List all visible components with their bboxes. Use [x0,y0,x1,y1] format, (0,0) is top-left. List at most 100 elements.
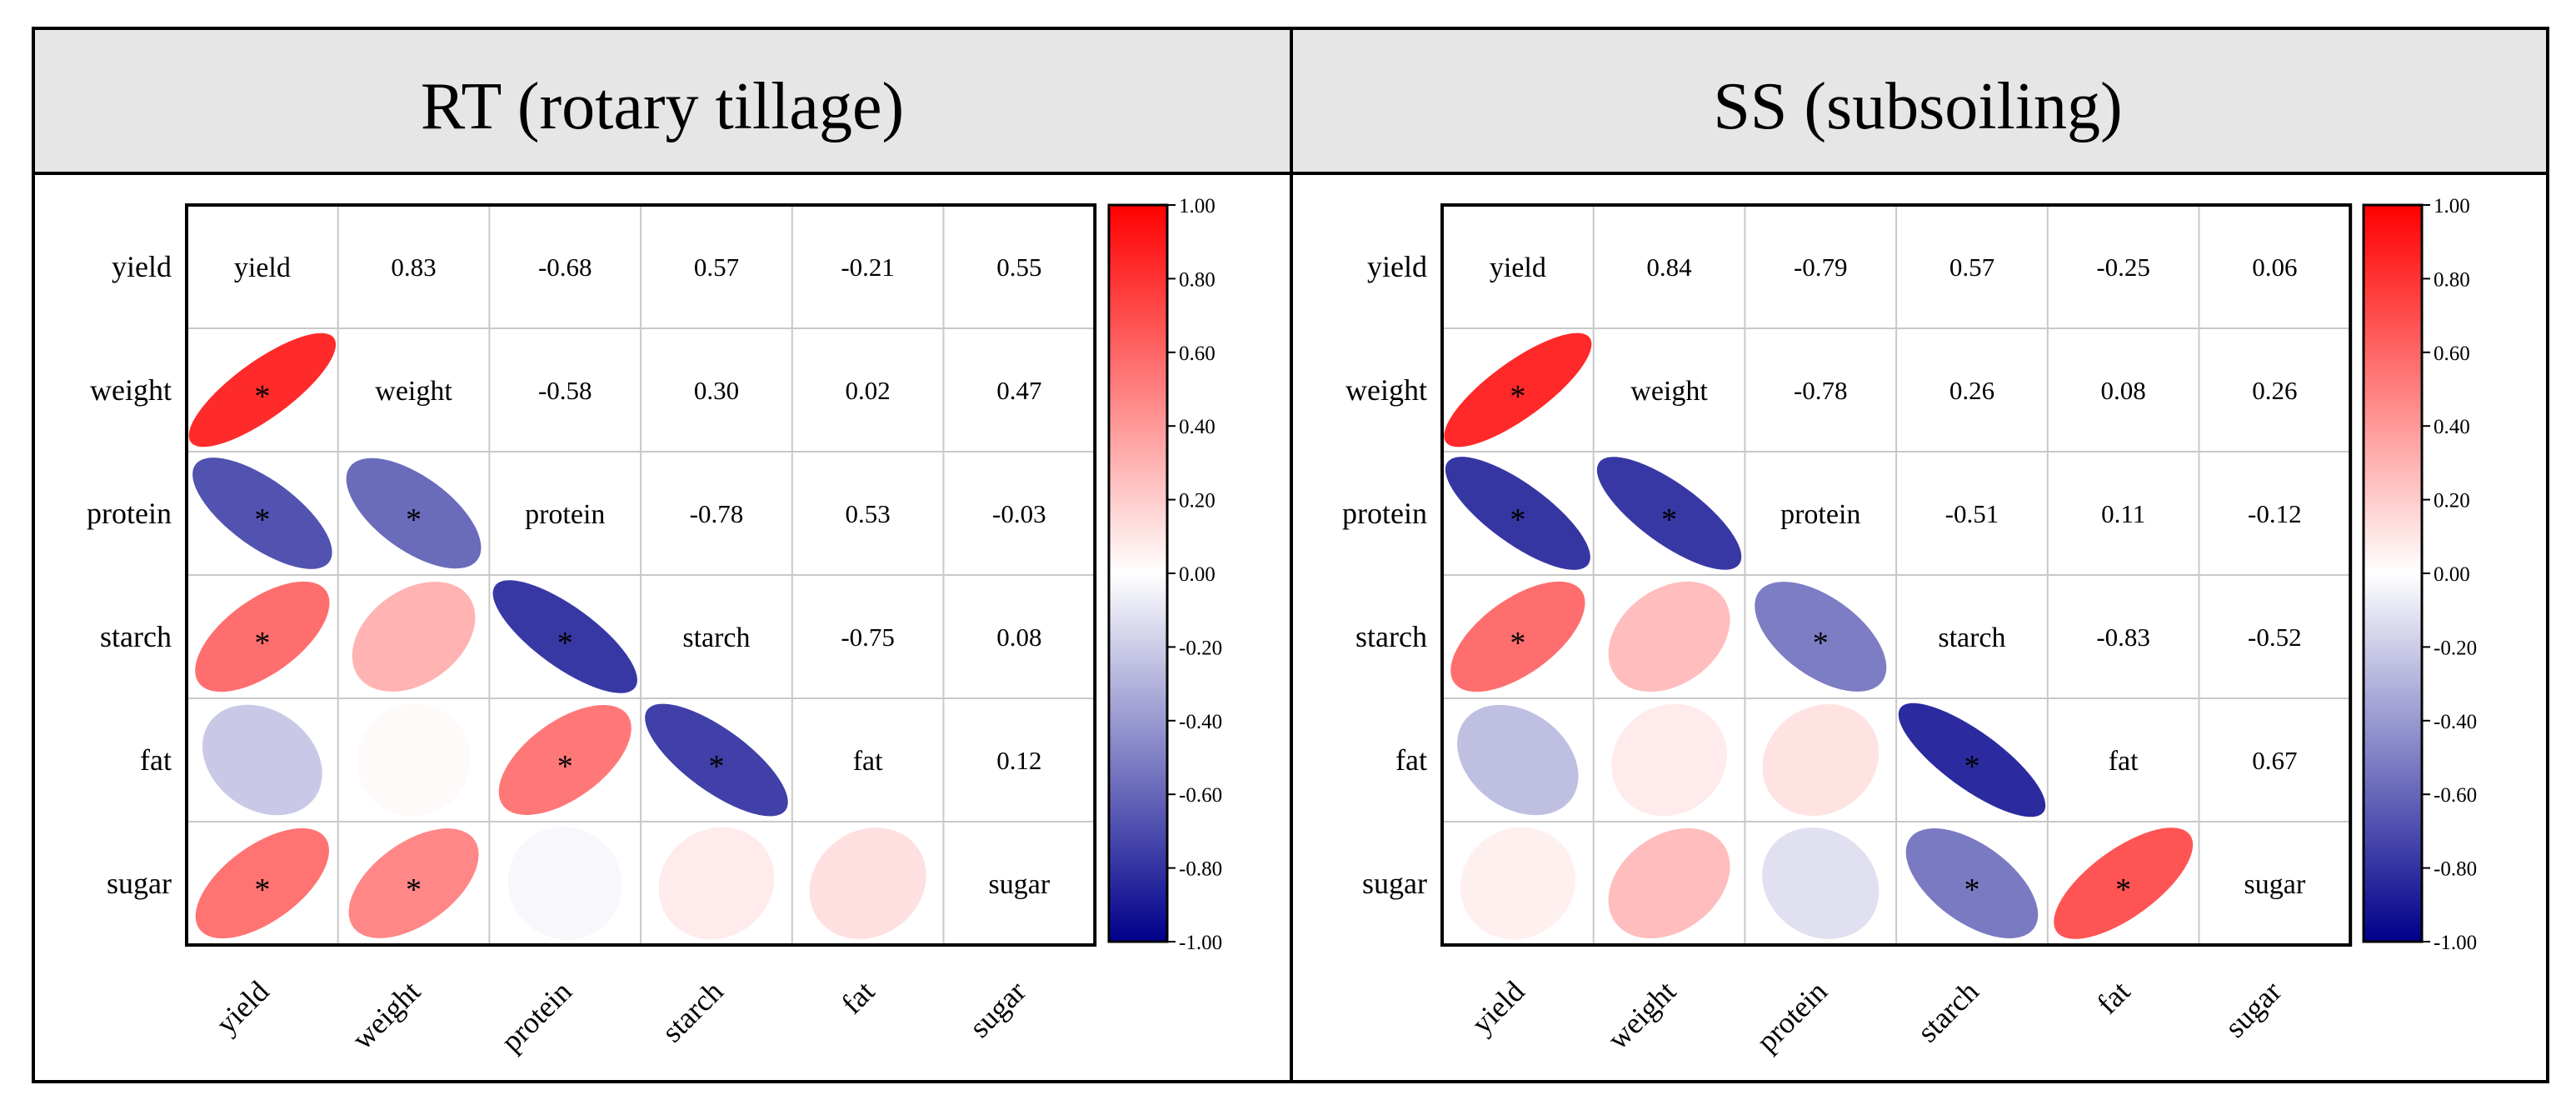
column-label-weight: weight [346,974,427,1056]
panel-rt-header [35,30,1290,173]
correlation-value-label: 0.67 [2252,746,2297,775]
correlation-ellipse [1755,582,1887,692]
correlation-ellipse [195,828,329,939]
colorbar-tick-label: 0.60 [2434,342,2470,365]
correlation-value-label: 0.57 [694,252,739,282]
correlation-ellipse [1611,703,1727,817]
colorbar-tick-label: 0.80 [1179,268,1216,291]
correlation-ellipse [1457,704,1579,816]
colorbar-tick-label: 0.80 [2434,268,2470,291]
colorbar-tick-label: -1.00 [1179,932,1222,954]
row-label-protein: protein [1342,497,1427,530]
diagonal-label-sugar: sugar [2244,869,2306,900]
significance-marker: * [254,872,270,908]
correlation-value-label: 0.02 [846,376,891,405]
correlation-value-label: 0.12 [996,746,1041,775]
colorbar-tick-label: 0.00 [1179,563,1216,586]
panel-rt-title: RT (rotary tillage) [421,70,904,143]
correlation-value-label: 0.83 [391,252,436,282]
correlation-value-label: 0.11 [2101,499,2145,528]
significance-marker: * [1661,502,1677,538]
correlation-value-label: -0.75 [841,622,895,652]
correlation-value-label: -0.21 [841,252,895,282]
colorbar-tick-label: -0.80 [2434,858,2477,881]
correlation-value-label: 0.53 [846,499,891,528]
row-label-sugar: sugar [107,867,172,900]
column-label-starch: starch [656,974,730,1048]
correlation-ellipse [498,704,632,816]
correlation-value-label: -0.51 [1945,499,1999,528]
diagonal-label-fat: fat [853,746,883,777]
correlation-value-label: -0.58 [538,376,592,405]
row-label-fat: fat [140,743,172,777]
colorbar [2362,203,2424,943]
correlation-value-label: -0.12 [2248,499,2302,528]
correlation-value-label: 0.30 [694,376,739,405]
correlation-value-label: 0.57 [1949,252,1994,282]
colorbar-tick-label: 0.00 [2434,563,2470,586]
diagonal-label-weight: weight [375,376,452,407]
significance-marker: * [254,626,270,661]
matrix-border [185,203,1097,947]
significance-marker: * [1510,626,1525,661]
colorbar-tick-label: 0.40 [2434,416,2470,438]
correlation-ellipse [357,703,471,817]
correlation-ellipse [202,704,322,816]
significance-marker: * [406,872,422,908]
correlation-ellipse [1898,702,2046,818]
correlation-value-label: 0.84 [1646,252,1692,282]
colorbar-tick-label: -0.20 [1179,637,1222,659]
colorbar-tick-label: -1.00 [2434,932,2477,954]
correlation-ellipse [346,458,482,569]
correlation-ellipse [645,703,788,817]
colorbar-tick-label: 0.20 [2434,490,2470,512]
column-label-sugar: sugar [963,974,1032,1043]
correlation-ellipse [348,828,479,938]
row-label-starch: starch [1355,620,1427,653]
significance-marker: * [406,502,422,538]
correlation-ellipse [1762,828,1880,939]
correlation-ellipse [1608,581,1730,692]
significance-marker: * [1510,502,1525,538]
row-label-sugar: sugar [1362,867,1427,900]
column-label-yield: yield [209,974,275,1040]
colorbar-tick-label: -0.20 [2434,637,2477,659]
significance-marker: * [1813,626,1829,661]
panel-ss-matrix: yield 0.84 -0.79 0.57 -0.25 0.06 * weight -0.78 0… [1342,195,2477,1058]
diagonal-label-starch: starch [682,622,750,653]
column-label-fat: fat [2090,974,2136,1020]
panel-rt-matrix: yield 0.83 -0.68 0.57 -0.21 0.55 * weight -0.58 0… [87,195,1222,1058]
correlation-ellipse [2054,828,2194,939]
column-label-sugar: sugar [2219,974,2288,1043]
significance-marker: * [1964,872,1979,908]
significance-marker: * [2115,872,2131,908]
colorbar-tick-label: -0.40 [1179,711,1222,733]
correlation-value-label: 0.06 [2252,252,2297,282]
correlation-ellipse [1596,457,1742,570]
colorbar-tick-label: 0.60 [1179,342,1216,365]
colorbar-tick-label: 1.00 [1179,195,1216,218]
correlation-ellipse [1444,332,1592,448]
significance-marker: * [557,749,573,784]
correlation-ellipse [352,582,476,692]
correlation-ellipse [188,332,337,448]
colorbar-tick-label: -0.40 [2434,711,2477,733]
column-label-protein: protein [495,974,578,1058]
row-label-yield: yield [1367,250,1427,283]
diagonal-label-weight: weight [1630,376,1708,407]
row-label-protein: protein [87,497,172,530]
colorbar-tick-label: 0.20 [1179,490,1216,512]
diagonal-label-starch: starch [1938,622,2005,653]
correlation-value-label: -0.68 [538,252,592,282]
correlation-value-label: 0.55 [996,252,1041,282]
colorbar-tick-label: -0.60 [1179,784,1222,807]
correlation-ellipse [658,827,775,940]
correlation-value-label: -0.79 [1794,252,1848,282]
correlation-value-label: 0.08 [2101,376,2146,405]
correlation-value-label: -0.25 [2096,252,2150,282]
column-label-fat: fat [835,974,881,1020]
panel-ss-header [1292,30,2546,173]
row-label-yield: yield [112,250,172,283]
correlation-ellipse [507,827,622,940]
